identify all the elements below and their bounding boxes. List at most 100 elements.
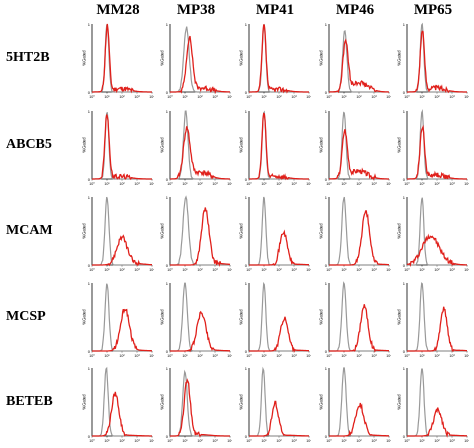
histogram-panel: 0 1 10⁰ 10¹ 10² 10³ 10⁴ %Gated <box>239 195 311 272</box>
y-tick-label: 0 <box>245 434 248 439</box>
x-tick-label: 10⁴ <box>227 439 232 443</box>
histogram-panel: 0 1 10⁰ 10¹ 10² 10³ 10⁴ %Gated <box>160 281 232 358</box>
y-axis-label: %Gated <box>239 223 244 239</box>
y-axis-label: %Gated <box>82 394 87 410</box>
histogram-panel: 0 1 10⁰ 10¹ 10² 10³ 10⁴ %Gated <box>397 195 469 272</box>
histogram-panel: 0 1 10⁰ 10¹ 10² 10³ 10⁴ %Gated <box>82 109 154 186</box>
x-tick-label: 10⁴ <box>227 268 232 272</box>
stained-histogram-line <box>249 229 309 266</box>
x-tick-label: 10² <box>356 439 362 443</box>
y-tick-label: 1 <box>166 109 169 114</box>
x-tick-label: 10⁴ <box>149 268 154 272</box>
x-tick-label: 10⁰ <box>404 354 410 358</box>
x-tick-label: 10³ <box>371 268 377 272</box>
y-tick-label: 0 <box>403 263 406 268</box>
x-tick-label: 10³ <box>212 182 218 186</box>
x-tick-label: 10² <box>119 268 125 272</box>
y-tick-label: 0 <box>325 90 328 95</box>
x-tick-label: 10³ <box>371 95 377 99</box>
y-tick-label: 0 <box>245 349 248 354</box>
stained-histogram-line <box>92 23 152 94</box>
stained-histogram-line <box>170 310 230 353</box>
x-tick-label: 10⁰ <box>326 182 332 186</box>
control-histogram-line <box>92 283 152 352</box>
x-tick-label: 10⁴ <box>464 439 469 443</box>
histogram-panel: 0 1 10⁰ 10¹ 10² 10³ 10⁴ %Gated <box>160 22 232 99</box>
control-histogram-line <box>249 281 309 352</box>
histogram-panel: 0 1 10⁰ 10¹ 10² 10³ 10⁴ %Gated <box>82 195 154 272</box>
y-axis-label: %Gated <box>319 223 324 239</box>
stained-histogram-line <box>407 124 467 180</box>
x-tick-label: 10¹ <box>261 268 267 272</box>
x-tick-label: 10⁰ <box>246 354 252 358</box>
x-tick-label: 10⁰ <box>89 182 95 186</box>
stained-histogram-line <box>170 207 231 268</box>
column-header: MP46 <box>335 2 375 18</box>
x-tick-label: 10⁴ <box>464 182 469 186</box>
histogram-panel: 0 1 10⁰ 10¹ 10² 10³ 10⁴ %Gated <box>160 109 232 186</box>
control-histogram-line <box>170 369 230 437</box>
histogram-panel: 0 1 10⁰ 10¹ 10² 10³ 10⁴ %Gated <box>319 366 391 443</box>
control-histogram-line <box>249 196 309 266</box>
y-tick-label: 1 <box>88 281 91 286</box>
x-tick-label: 10² <box>356 182 362 186</box>
x-tick-label: 10¹ <box>182 268 188 272</box>
x-tick-label: 10¹ <box>182 439 188 443</box>
control-histogram-line <box>407 22 467 93</box>
x-tick-label: 10⁴ <box>306 439 311 443</box>
y-tick-label: 0 <box>88 434 91 439</box>
x-tick-label: 10¹ <box>104 439 110 443</box>
row-label: ABCB5 <box>6 137 52 152</box>
histogram-panel: 0 1 10⁰ 10¹ 10² 10³ 10⁴ %Gated <box>397 281 469 358</box>
x-tick-label: 10¹ <box>261 439 267 443</box>
y-tick-label: 0 <box>403 349 406 354</box>
y-tick-label: 1 <box>325 281 328 286</box>
histogram-panel: 0 1 10⁰ 10¹ 10² 10³ 10⁴ %Gated <box>397 22 469 99</box>
stained-histogram-line <box>249 316 309 353</box>
y-axis-label: %Gated <box>319 309 324 325</box>
histogram-panel: 0 1 10⁰ 10¹ 10² 10³ 10⁴ %Gated <box>397 109 469 186</box>
x-tick-label: 10⁰ <box>246 268 252 272</box>
y-tick-label: 1 <box>403 22 406 27</box>
x-tick-label: 10¹ <box>419 268 425 272</box>
x-tick-label: 10¹ <box>419 95 425 99</box>
x-tick-label: 10⁰ <box>404 439 410 443</box>
y-tick-label: 0 <box>166 90 169 95</box>
x-tick-label: 10³ <box>291 354 297 358</box>
x-tick-label: 10¹ <box>261 354 267 358</box>
x-tick-label: 10⁰ <box>167 439 173 443</box>
y-tick-label: 0 <box>88 349 91 354</box>
x-tick-label: 10⁰ <box>89 95 95 99</box>
histogram-panel: 0 1 10⁰ 10¹ 10² 10³ 10⁴ %Gated <box>160 195 232 272</box>
y-axis-label: %Gated <box>397 50 402 66</box>
histogram-panel: 0 1 10⁰ 10¹ 10² 10³ 10⁴ %Gated <box>82 281 154 358</box>
y-axis-label: %Gated <box>160 223 165 239</box>
x-tick-label: 10² <box>434 268 440 272</box>
x-tick-label: 10⁴ <box>386 95 391 99</box>
control-histogram-line <box>329 367 389 437</box>
histogram-panel: 0 1 10⁰ 10¹ 10² 10³ 10⁴ %Gated <box>319 281 391 358</box>
x-tick-label: 10¹ <box>104 268 110 272</box>
x-tick-label: 10³ <box>134 354 140 358</box>
y-tick-label: 0 <box>403 177 406 182</box>
control-histogram-line <box>329 196 389 266</box>
histogram-panel: 0 1 10⁰ 10¹ 10² 10³ 10⁴ %Gated <box>319 195 391 272</box>
y-tick-label: 1 <box>245 366 248 371</box>
x-tick-label: 10¹ <box>182 182 188 186</box>
control-histogram-line <box>249 366 309 437</box>
x-tick-label: 10³ <box>212 439 218 443</box>
y-axis-label: %Gated <box>239 394 244 410</box>
x-tick-label: 10² <box>276 182 282 186</box>
x-tick-label: 10⁴ <box>149 95 154 99</box>
y-tick-label: 0 <box>88 90 91 95</box>
x-tick-label: 10⁴ <box>306 268 311 272</box>
stained-histogram-line <box>407 30 467 94</box>
y-axis-label: %Gated <box>319 50 324 66</box>
x-tick-label: 10³ <box>371 354 377 358</box>
control-histogram-line <box>407 368 467 437</box>
x-tick-label: 10² <box>119 182 125 186</box>
x-tick-label: 10³ <box>449 354 455 358</box>
y-tick-label: 1 <box>325 195 328 200</box>
x-tick-label: 10⁰ <box>404 95 410 99</box>
y-tick-label: 0 <box>245 263 248 268</box>
